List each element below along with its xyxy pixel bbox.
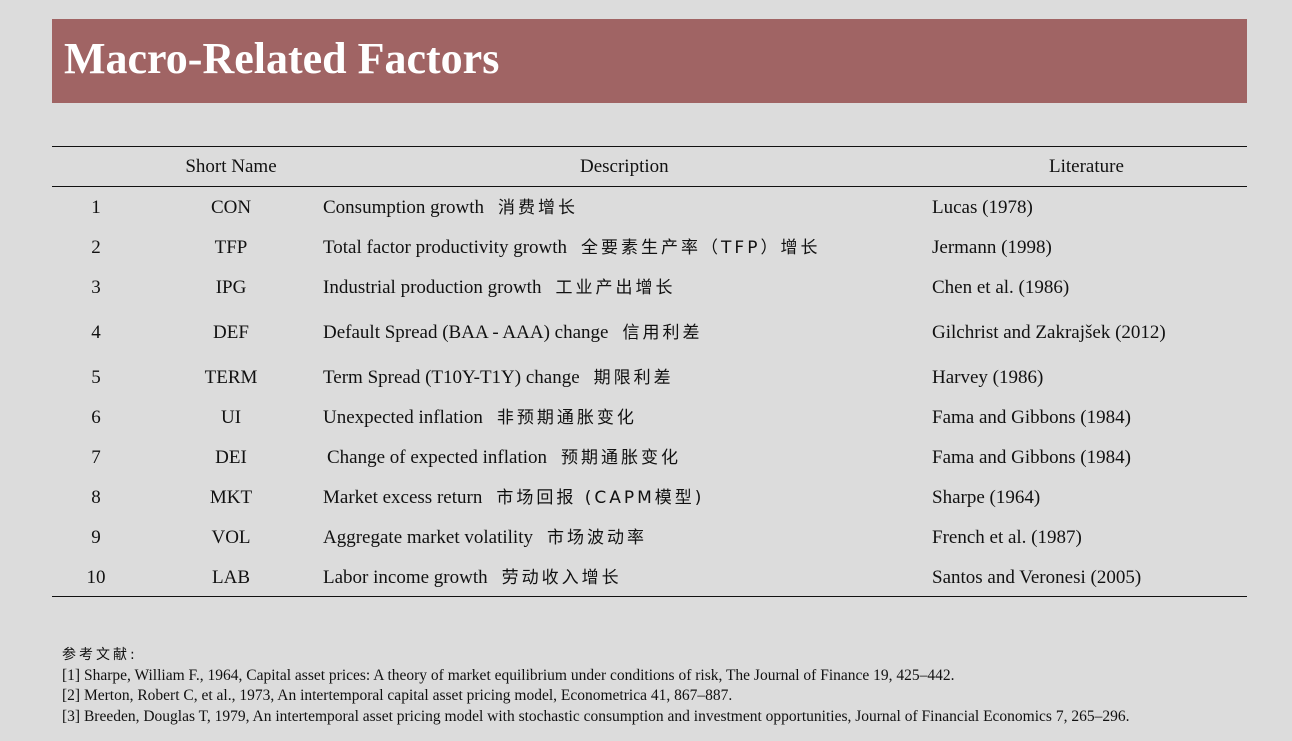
references: 参考文献: [1] Sharpe, William F., 1964, Capi… — [62, 645, 1129, 727]
row-number: 2 — [91, 237, 101, 258]
row-description-en: Aggregate market volatility — [323, 527, 533, 548]
row-literature: Harvey (1986) — [932, 367, 1044, 388]
row-description-cn: 市场回报 (CAPM模型) — [496, 488, 705, 508]
row-literature: Gilchrist and Zakrajšek (2012) — [932, 322, 1166, 343]
row-description-en: Consumption growth — [323, 197, 484, 218]
row-description: Change of expected inflation 预期通胀变化 — [327, 446, 681, 470]
row-number: 7 — [91, 447, 101, 468]
row-number: 4 — [91, 322, 101, 343]
row-literature: Fama and Gibbons (1984) — [932, 447, 1131, 468]
row-short-name: CON — [210, 197, 252, 218]
row-description: Aggregate market volatility 市场波动率 — [323, 526, 647, 550]
row-literature: French et al. (1987) — [932, 527, 1082, 548]
row-number: 1 — [91, 197, 101, 218]
row-description-en: Default Spread (BAA - AAA) change — [323, 322, 609, 343]
row-description-cn: 信用利差 — [622, 323, 703, 343]
row-description-en: Total factor productivity growth — [323, 237, 568, 258]
row-number: 3 — [91, 277, 101, 298]
row-number: 8 — [91, 487, 101, 508]
row-literature: Sharpe (1964) — [932, 487, 1041, 508]
row-description-cn: 非预期通胀变化 — [496, 408, 637, 428]
row-short-name: MKT — [209, 487, 253, 508]
header-literature: Literature — [1049, 156, 1124, 177]
row-number: 9 — [91, 527, 101, 548]
table-bottom-rule — [52, 596, 1247, 597]
row-description-cn: 工业产出增长 — [555, 278, 676, 298]
row-description-cn: 全要素生产率（TFP）增长 — [581, 238, 821, 258]
row-description-cn: 预期通胀变化 — [561, 448, 682, 468]
row-number: 10 — [86, 567, 106, 588]
row-description-en: Unexpected inflation — [323, 407, 483, 428]
row-description: Default Spread (BAA - AAA) change 信用利差 — [323, 321, 702, 345]
reference-item: [3] Breeden, Douglas T, 1979, An interte… — [62, 707, 1130, 725]
row-literature: Chen et al. (1986) — [932, 277, 1070, 298]
row-description: Market excess return 市场回报 (CAPM模型) — [323, 486, 704, 510]
header-description: Description — [580, 156, 669, 177]
row-description: Industrial production growth 工业产出增长 — [323, 276, 675, 300]
table-top-rule — [52, 146, 1247, 147]
row-literature: Jermann (1998) — [932, 237, 1052, 258]
row-description: Labor income growth 劳动收入增长 — [323, 566, 622, 590]
header-short-name: Short Name — [185, 156, 277, 177]
row-literature: Lucas (1978) — [932, 197, 1033, 218]
row-number: 6 — [91, 407, 101, 428]
row-description-en: Market excess return — [323, 487, 483, 508]
row-short-name: DEI — [215, 447, 247, 468]
reference-item: [2] Merton, Robert C, et al., 1973, An i… — [62, 687, 733, 704]
row-short-name: TERM — [204, 367, 258, 388]
row-description-en: Change of expected inflation — [327, 447, 548, 468]
row-short-name: DEF — [213, 322, 249, 343]
row-short-name: LAB — [212, 567, 250, 588]
row-description-cn: 消费增长 — [497, 198, 578, 218]
row-description-en: Term Spread (T10Y-T1Y) change — [323, 367, 580, 388]
row-literature: Fama and Gibbons (1984) — [932, 407, 1131, 428]
row-short-name: UI — [220, 407, 242, 428]
row-description: Unexpected inflation 非预期通胀变化 — [323, 406, 637, 430]
row-description-cn: 期限利差 — [593, 368, 674, 388]
references-heading: 参考文献: — [62, 647, 138, 663]
row-description-cn: 劳动收入增长 — [501, 568, 622, 588]
row-description: Consumption growth 消费增长 — [323, 196, 578, 220]
reference-item: [1] Sharpe, William F., 1964, Capital as… — [62, 666, 955, 684]
row-literature: Santos and Veronesi (2005) — [932, 567, 1142, 588]
row-description-en: Industrial production growth — [323, 277, 542, 298]
row-description: Term Spread (T10Y-T1Y) change 期限利差 — [323, 366, 674, 390]
title-bar: Macro-Related Factors — [52, 19, 1247, 103]
row-short-name: TFP — [214, 237, 248, 258]
row-short-name: IPG — [215, 277, 247, 298]
table-header-rule — [52, 186, 1247, 187]
row-description: Total factor productivity growth 全要素生产率（T… — [323, 236, 820, 260]
page-title: Macro-Related Factors — [64, 34, 500, 83]
row-short-name: VOL — [211, 527, 251, 548]
row-number: 5 — [91, 367, 101, 388]
row-description-cn: 市场波动率 — [546, 528, 647, 548]
row-description-en: Labor income growth — [323, 567, 488, 588]
